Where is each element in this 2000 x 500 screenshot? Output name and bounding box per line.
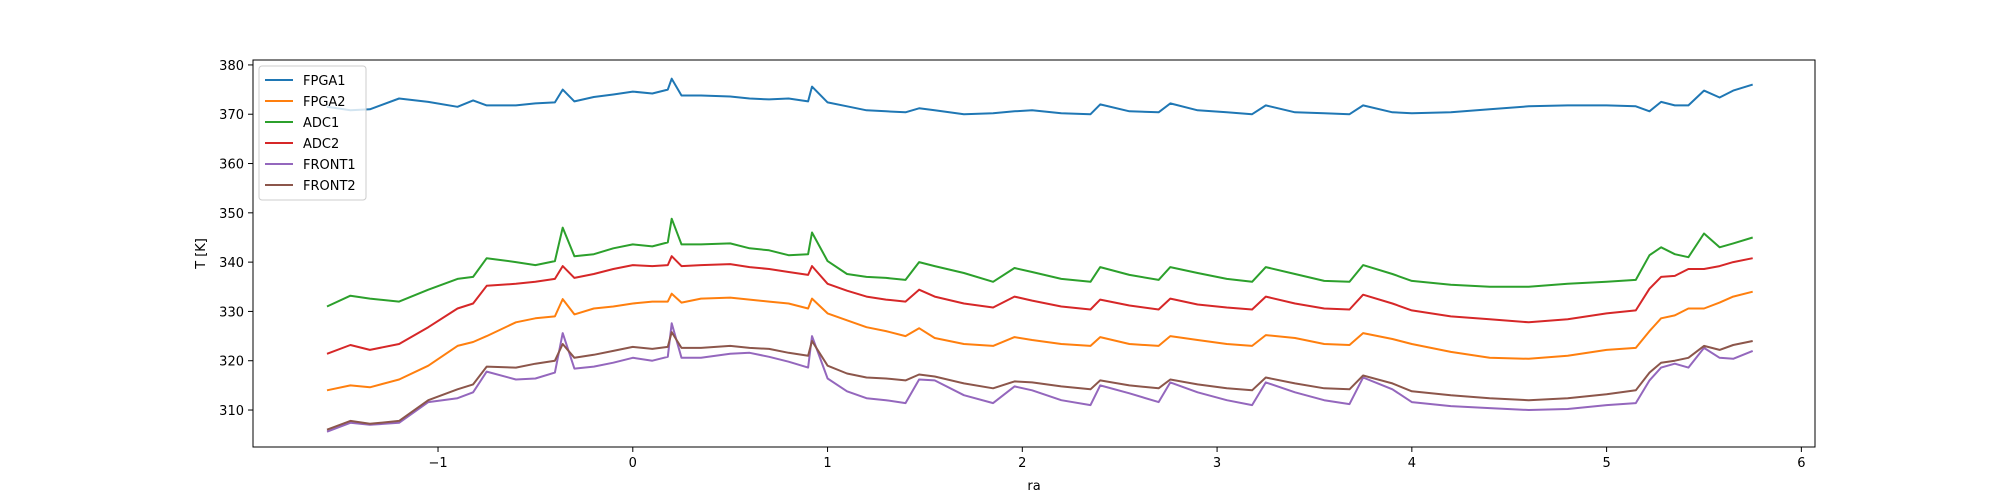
y-tick-label: 310 bbox=[219, 404, 244, 419]
x-tick-label: 3 bbox=[1213, 456, 1221, 471]
y-axis-ticks: 310 320 330 340 350 360 370 380 bbox=[219, 59, 253, 419]
x-tick-label: 1 bbox=[823, 456, 831, 471]
legend: FPGA1 FPGA2 ADC1 ADC2 FRONT1 FRONT2 bbox=[258, 65, 367, 201]
x-tick-label: −1 bbox=[428, 456, 447, 471]
y-tick-label: 350 bbox=[219, 207, 244, 222]
series-line-front1 bbox=[326, 322, 1754, 433]
x-tick-label: 5 bbox=[1602, 456, 1610, 471]
y-tick-label: 360 bbox=[219, 158, 244, 173]
y-tick-label: 340 bbox=[219, 256, 244, 271]
legend-label: FPGA1 bbox=[303, 74, 346, 89]
legend-label: ADC1 bbox=[303, 116, 339, 131]
y-tick-label: 320 bbox=[219, 355, 244, 370]
x-tick-label: 2 bbox=[1018, 456, 1026, 471]
x-tick-label: 4 bbox=[1408, 456, 1416, 471]
y-tick-label: 370 bbox=[219, 108, 244, 123]
legend-label: ADC2 bbox=[303, 137, 339, 152]
legend-label: FRONT2 bbox=[303, 179, 356, 194]
y-tick-label: 380 bbox=[219, 59, 244, 74]
y-tick-label: 330 bbox=[219, 305, 244, 320]
x-tick-label: 0 bbox=[629, 456, 637, 471]
plot-frame bbox=[252, 59, 1816, 448]
series-line-fpga1 bbox=[326, 77, 1753, 116]
x-tick-label: 6 bbox=[1797, 456, 1805, 471]
y-axis-label: T [K] bbox=[194, 238, 209, 270]
legend-label: FPGA2 bbox=[303, 95, 346, 110]
plot-lines bbox=[326, 77, 1754, 433]
legend-label: FRONT1 bbox=[303, 158, 356, 173]
series-line-adc2 bbox=[326, 255, 1753, 355]
legend-box bbox=[258, 65, 367, 201]
series-line-adc1 bbox=[326, 217, 1753, 308]
x-axis-ticks: −1 0 1 2 3 4 5 6 bbox=[428, 447, 1806, 471]
series-line-front2 bbox=[326, 331, 1753, 431]
series-line-fpga2 bbox=[326, 290, 1753, 392]
x-axis-label: ra bbox=[1027, 479, 1040, 494]
